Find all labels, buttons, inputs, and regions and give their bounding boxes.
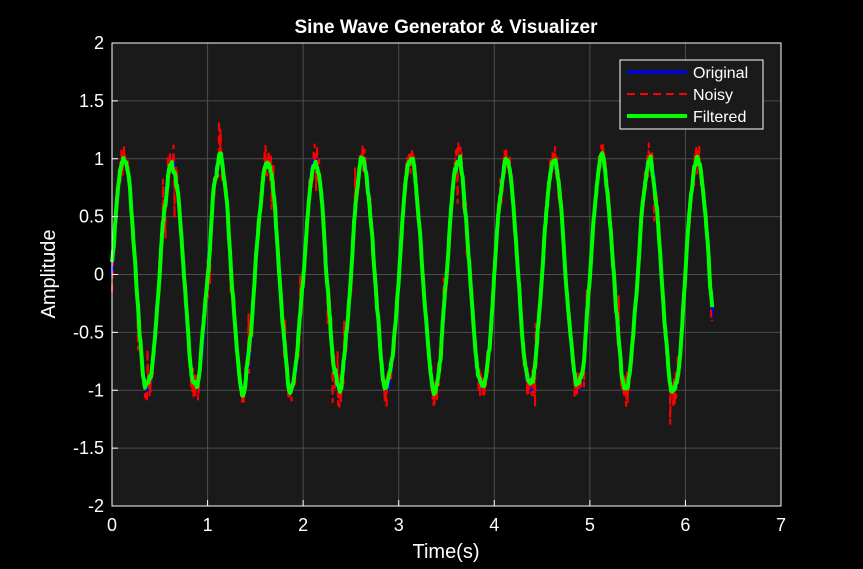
x-tick-label: 4: [489, 515, 499, 535]
y-axis-ticks: 2 1.5 1 0.5 0 -0.5 -1 -1.5 -2: [73, 33, 118, 516]
legend: Original Noisy Filtered: [619, 59, 764, 130]
y-axis-label: Amplitude: [38, 230, 60, 319]
x-tick-label: 6: [680, 515, 690, 535]
chart-title: Sine Wave Generator & Visualizer: [294, 17, 598, 38]
y-tick-label: -1: [88, 380, 104, 400]
legend-filtered-label: Filtered: [693, 109, 746, 126]
y-tick-label: -1.5: [73, 438, 104, 458]
x-axis-label: Time(s): [412, 541, 479, 563]
x-tick-label: 3: [394, 515, 404, 535]
y-tick-label: 1: [94, 149, 104, 169]
y-tick-label: 1.5: [79, 91, 104, 111]
x-tick-label: 5: [585, 515, 595, 535]
y-tick-label: 0: [94, 265, 104, 285]
y-tick-label: 2: [94, 33, 104, 53]
y-tick-label: 0.5: [79, 207, 104, 227]
x-tick-label: 0: [107, 515, 117, 535]
y-tick-label: -0.5: [73, 322, 104, 342]
legend-noisy-label: Noisy: [693, 87, 733, 104]
y-tick-label: -2: [88, 496, 104, 516]
x-tick-label: 7: [776, 515, 786, 535]
x-tick-label: 2: [298, 515, 308, 535]
series-filtered-line: [110, 151, 715, 398]
plot-lines: [110, 120, 715, 425]
legend-original-label: Original: [693, 65, 748, 82]
x-tick-label: 1: [203, 515, 213, 535]
x-axis-ticks: 0 1 2 3 4 5 6 7: [107, 500, 786, 535]
